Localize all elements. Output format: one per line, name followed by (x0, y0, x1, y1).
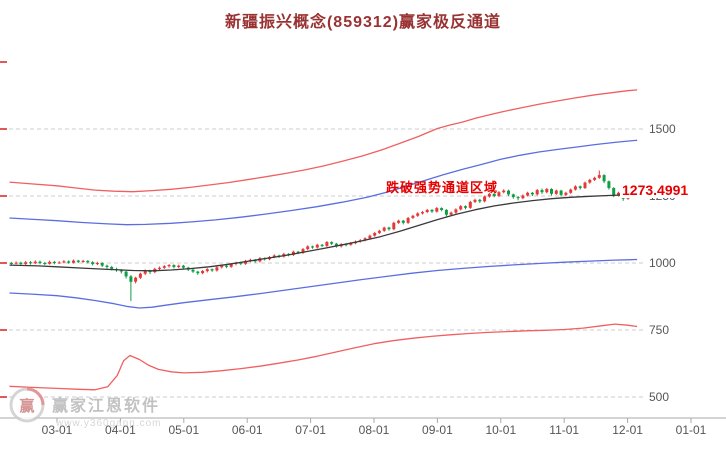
page-title: 新疆振兴概念(859312)赢家极反通道 (224, 14, 502, 31)
svg-text:12-01: 12-01 (612, 423, 643, 437)
svg-text:750: 750 (649, 323, 669, 337)
watermark-brand-text: 赢家江恩软件 (52, 398, 161, 415)
svg-text:06-01: 06-01 (232, 423, 263, 437)
svg-text:1000: 1000 (649, 256, 676, 270)
svg-text:04-01: 04-01 (105, 423, 136, 437)
svg-text:赢: 赢 (19, 397, 34, 415)
svg-text:07-01: 07-01 (295, 423, 326, 437)
svg-text:05-01: 05-01 (168, 423, 199, 437)
svg-text:500: 500 (649, 390, 669, 404)
svg-text:03-01: 03-01 (42, 423, 73, 437)
last-price-label: 1273.4991 (620, 182, 691, 198)
svg-text:09-01: 09-01 (422, 423, 453, 437)
svg-text:08-01: 08-01 (359, 423, 390, 437)
svg-text:11-01: 11-01 (549, 423, 579, 437)
channel-annotation: 跌破强势通道区域 (386, 180, 499, 195)
brand-logo-icon: 赢 (8, 386, 46, 424)
watermark: 赢 赢家江恩软件 www.y360gann.com (8, 386, 162, 429)
svg-text:01-01: 01-01 (676, 423, 707, 437)
watermark-url-text: www.y360gann.com (56, 418, 162, 429)
svg-text:10-01: 10-01 (485, 423, 516, 437)
svg-text:1500: 1500 (649, 122, 676, 136)
